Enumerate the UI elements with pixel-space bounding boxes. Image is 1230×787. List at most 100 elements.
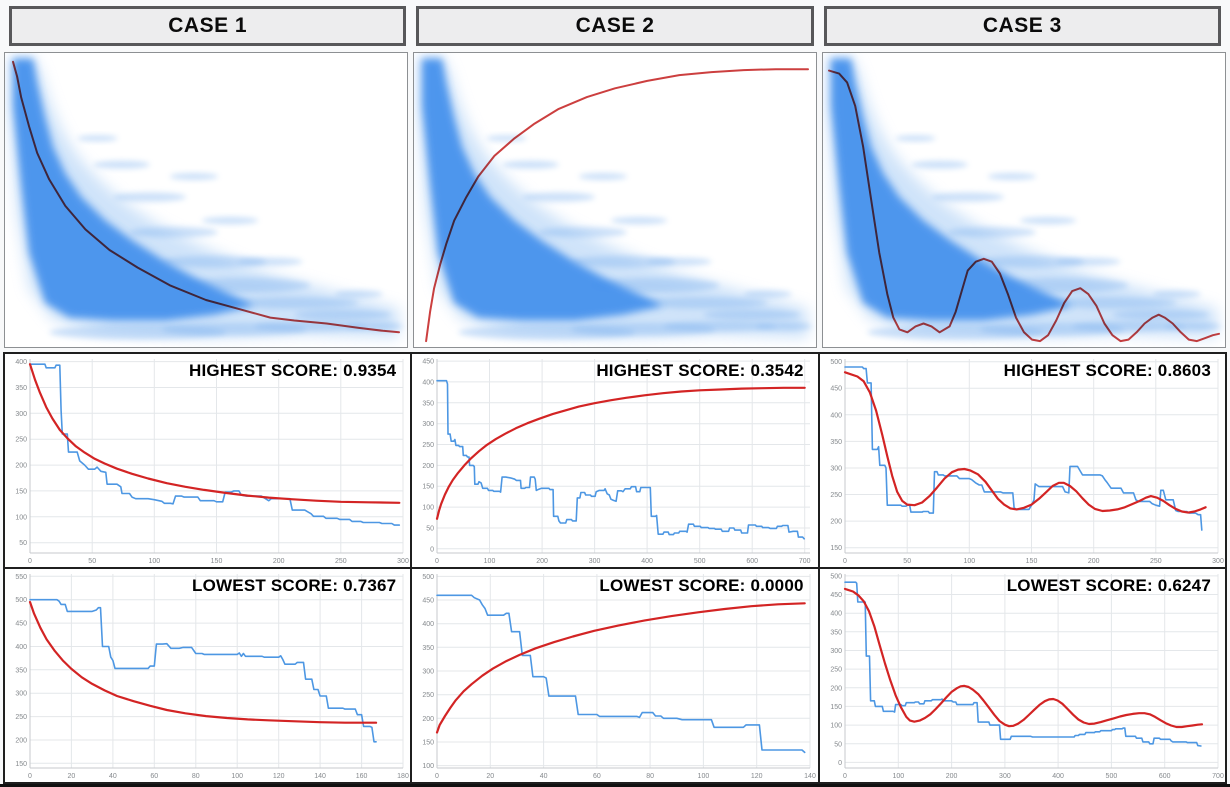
svg-text:40: 40 <box>109 773 117 780</box>
scatter-canvas <box>418 55 812 343</box>
svg-text:50: 50 <box>19 540 27 547</box>
svg-text:0: 0 <box>28 558 32 565</box>
density-streak <box>202 216 259 225</box>
score-step-line <box>436 379 806 540</box>
svg-text:60: 60 <box>593 773 601 780</box>
density-streak <box>895 135 936 142</box>
case2-header: CASE 2 <box>416 6 814 46</box>
case3-scatter-plot <box>822 52 1226 348</box>
svg-text:150: 150 <box>15 761 27 768</box>
score-step-line <box>843 366 1203 531</box>
density-streak <box>238 257 303 266</box>
svg-text:100: 100 <box>423 763 435 770</box>
density-streak <box>570 255 676 268</box>
svg-text:140: 140 <box>314 773 326 780</box>
density-streak <box>911 160 968 169</box>
gridlines <box>844 574 1219 768</box>
density-streak <box>113 192 186 202</box>
case-headers-row: CASE 1 CASE 2 CASE 3 <box>9 6 1221 46</box>
svg-text:60: 60 <box>150 773 158 780</box>
case1-lowest-score-chart: 0 20 40 60 80 100 120 140 160 180 150 200 250 300 350 4… <box>5 569 411 782</box>
density-streak <box>1020 216 1077 225</box>
svg-text:0: 0 <box>843 558 847 565</box>
score-charts-grid: 0 50 100 150 200 250 300 50 100 150 200 250 300 350 40… <box>3 352 1227 784</box>
svg-text:50: 50 <box>903 558 911 565</box>
density-streak <box>458 324 636 340</box>
svg-text:150: 150 <box>830 545 842 552</box>
svg-text:350: 350 <box>830 629 842 636</box>
svg-text:450: 450 <box>423 598 435 605</box>
svg-text:100: 100 <box>15 514 27 521</box>
density-streak <box>578 173 627 180</box>
case3-lowest-score-chart: 0 100 200 300 400 500 600 700 0 50 100 150 200 250 300… <box>819 569 1225 782</box>
chart-canvas: 0 100 200 300 400 500 600 700 0 50 100 150 200 250 300… <box>830 573 1224 780</box>
svg-text:100: 100 <box>148 558 160 565</box>
svg-text:300: 300 <box>15 411 27 418</box>
density-streak <box>49 324 227 340</box>
score-step-line <box>29 598 377 743</box>
density-cloud <box>831 58 1073 321</box>
density-streak <box>639 297 768 309</box>
svg-text:0: 0 <box>28 773 32 780</box>
svg-text:400: 400 <box>423 621 435 628</box>
case1-highest-score-chart: 0 50 100 150 200 250 300 50 100 150 200 250 300 350 40… <box>5 354 411 567</box>
score-step-line <box>843 581 1202 747</box>
density-streak <box>169 173 218 180</box>
svg-text:200: 200 <box>423 463 435 470</box>
svg-text:400: 400 <box>642 558 654 565</box>
svg-text:450: 450 <box>830 386 842 393</box>
case1-header: CASE 1 <box>9 6 407 46</box>
svg-text:300: 300 <box>15 691 27 698</box>
svg-text:20: 20 <box>68 773 76 780</box>
svg-text:700: 700 <box>1212 773 1224 780</box>
case3-highest-score-chart: 0 50 100 150 200 250 300 150 200 250 300 350 400 450 5… <box>819 354 1225 567</box>
svg-text:500: 500 <box>423 574 435 581</box>
svg-text:100: 100 <box>698 773 710 780</box>
chart-canvas: 0 50 100 150 200 250 300 50 100 150 200 250 300 350 40… <box>15 359 409 565</box>
case2-highest-score-title: HIGHEST SCORE: 0.3542 <box>596 361 804 380</box>
density-streak <box>93 160 150 169</box>
svg-text:450: 450 <box>830 592 842 599</box>
svg-text:100: 100 <box>892 773 904 780</box>
case2-header-label: CASE 2 <box>575 14 655 37</box>
svg-text:150: 150 <box>15 488 27 495</box>
case2-lowest-score-title: LOWEST SCORE: 0.0000 <box>599 576 804 595</box>
density-streak <box>77 135 118 142</box>
density-streak <box>1048 297 1177 309</box>
density-streak <box>979 255 1085 268</box>
density-streak <box>611 216 668 225</box>
svg-text:200: 200 <box>830 519 842 526</box>
svg-text:50: 50 <box>88 558 96 565</box>
density-streak <box>538 227 627 238</box>
svg-text:500: 500 <box>15 597 27 604</box>
axis-tick-labels: 0 50 100 150 200 250 300 150 200 250 300 350 400 450 5… <box>830 359 1224 565</box>
fitted-curve <box>436 386 807 520</box>
svg-text:200: 200 <box>537 558 549 565</box>
density-streak <box>867 324 1045 340</box>
svg-text:500: 500 <box>830 359 842 366</box>
svg-text:40: 40 <box>540 773 548 780</box>
fitted-curve <box>425 68 809 343</box>
fitted-curve <box>12 60 400 334</box>
gridlines <box>844 359 1219 553</box>
svg-text:200: 200 <box>423 716 435 723</box>
density-streak <box>294 309 391 321</box>
svg-text:300: 300 <box>830 648 842 655</box>
case1-scatter-plot <box>4 52 408 348</box>
density-streak <box>129 227 218 238</box>
svg-text:300: 300 <box>589 558 601 565</box>
svg-text:350: 350 <box>15 385 27 392</box>
svg-text:300: 300 <box>1212 558 1224 565</box>
svg-text:400: 400 <box>1052 773 1064 780</box>
svg-text:250: 250 <box>1150 558 1162 565</box>
svg-text:150: 150 <box>830 704 842 711</box>
case1-highest-score-title: HIGHEST SCORE: 0.9354 <box>189 361 397 380</box>
fitted-curve <box>28 600 378 724</box>
scatter-canvas <box>827 55 1221 343</box>
svg-text:300: 300 <box>830 466 842 473</box>
case3-header: CASE 3 <box>823 6 1221 46</box>
svg-text:450: 450 <box>15 621 27 628</box>
svg-text:0: 0 <box>430 546 434 553</box>
svg-text:400: 400 <box>423 379 435 386</box>
case1-lowest-score-title: LOWEST SCORE: 0.7367 <box>192 576 397 595</box>
